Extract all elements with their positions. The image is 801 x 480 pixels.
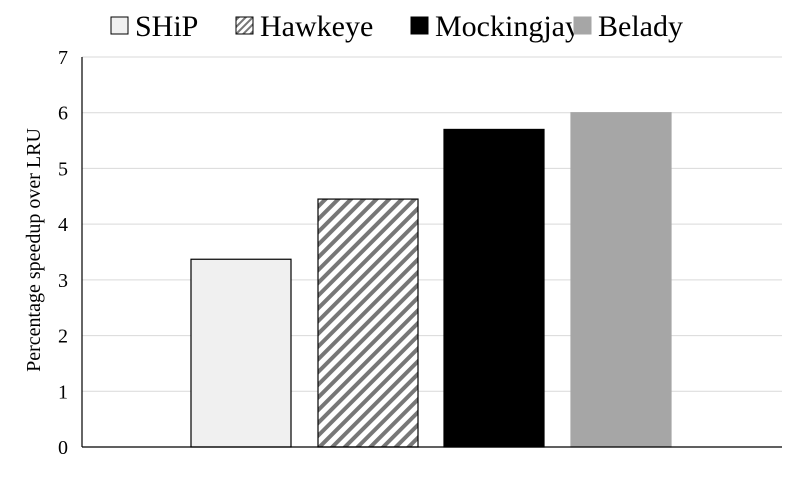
legend-swatch [235, 16, 254, 35]
legend-label: SHiP [135, 10, 198, 43]
axes [81, 57, 782, 448]
legend-item-belady: Belady [573, 10, 683, 43]
legend-swatch [410, 16, 429, 35]
bars [190, 112, 672, 448]
legend-swatch [573, 16, 592, 35]
y-tick-label: 7 [58, 47, 68, 69]
bar-belady [570, 112, 672, 448]
y-axis-label: Percentage speedup over LRU [23, 128, 45, 372]
y-axis-ticks: 0 1 2 3 4 5 6 7 [58, 47, 68, 459]
bar-hawkeye [317, 198, 419, 448]
legend-swatch [110, 16, 129, 35]
y-tick-label: 2 [58, 326, 68, 348]
legend: SHiP Hawkeye Mockingjay Belady [110, 10, 683, 43]
y-tick-label: 4 [58, 214, 68, 236]
y-tick-label: 3 [58, 270, 68, 292]
y-tick-label: 6 [58, 103, 68, 125]
legend-label: Belady [598, 10, 683, 43]
legend-label: Mockingjay [435, 10, 580, 43]
gridlines [82, 56, 782, 392]
legend-item-ship: SHiP [110, 10, 198, 43]
bar-ship [190, 258, 292, 448]
y-tick-label: 0 [58, 437, 68, 459]
bar-mockingjay [443, 128, 545, 448]
y-tick-label: 5 [58, 158, 68, 180]
legend-item-mockingjay: Mockingjay [410, 10, 580, 43]
legend-item-hawkeye: Hawkeye [235, 10, 373, 43]
y-tick-label: 1 [58, 381, 68, 403]
legend-label: Hawkeye [260, 10, 373, 43]
